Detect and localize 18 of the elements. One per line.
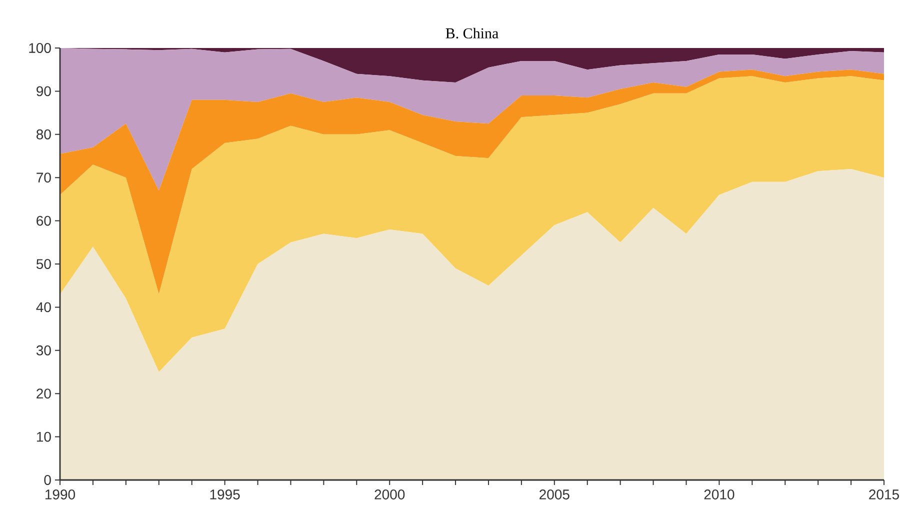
y-tick-label: 50: [36, 259, 51, 269]
x-tick-label: 1995: [210, 490, 240, 500]
y-tick-label: 80: [36, 129, 51, 140]
y-tick-label: 40: [36, 302, 51, 312]
y-tick-label: 30: [36, 345, 51, 356]
x-tick-label: 2015: [869, 490, 899, 500]
y-tick-label: 0: [44, 475, 51, 485]
y-tick-label: 20: [36, 388, 51, 399]
y-tick-label: 70: [36, 172, 51, 183]
y-tick-label: 90: [36, 86, 51, 96]
y-tick-label: 100: [29, 43, 51, 53]
y-tick-label: 60: [36, 216, 51, 226]
chart-title: B. China: [446, 28, 498, 38]
x-tick-label: 2010: [704, 490, 734, 500]
x-tick-label: 2000: [374, 490, 405, 500]
x-tick-label: 1990: [46, 490, 76, 500]
x-tick-label: 2005: [540, 490, 570, 500]
y-tick-label: 10: [36, 432, 51, 442]
